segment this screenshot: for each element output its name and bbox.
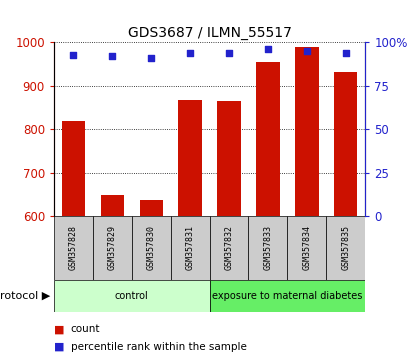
Text: GSM357832: GSM357832 [225,225,234,270]
Bar [249,216,287,280]
Bar [93,216,132,280]
Bar [334,72,357,216]
Bar [171,216,210,280]
Bar [54,280,210,312]
Text: GSM357833: GSM357833 [264,225,272,270]
Bar [326,216,365,280]
Text: ■: ■ [54,324,64,334]
Text: GSM357831: GSM357831 [186,225,195,270]
Point [148,55,154,61]
Text: protocol ▶: protocol ▶ [0,291,50,301]
Point [226,50,232,56]
Bar [210,280,365,312]
Bar [217,101,241,216]
Bar [256,62,280,216]
Point [70,52,77,57]
Text: count: count [71,324,100,334]
Text: GSM357834: GSM357834 [303,225,311,270]
Text: GSM357829: GSM357829 [108,225,117,270]
Bar [54,216,93,280]
Point [109,53,116,59]
Point [342,50,349,56]
Text: percentile rank within the sample: percentile rank within the sample [71,342,247,352]
Bar [178,100,202,216]
Text: GSM357830: GSM357830 [147,225,156,270]
Bar [132,216,171,280]
Bar [62,120,85,216]
Title: GDS3687 / ILMN_55517: GDS3687 / ILMN_55517 [128,26,291,40]
Text: ■: ■ [54,342,64,352]
Text: GSM357835: GSM357835 [341,225,350,270]
Text: exposure to maternal diabetes: exposure to maternal diabetes [212,291,363,301]
Text: control: control [115,291,149,301]
Point [265,47,271,52]
Text: GSM357828: GSM357828 [69,225,78,270]
Bar [101,195,124,216]
Bar [287,216,326,280]
Bar [139,200,163,216]
Point [187,50,193,56]
Point [303,48,310,54]
Bar [295,47,319,216]
Bar [210,216,249,280]
